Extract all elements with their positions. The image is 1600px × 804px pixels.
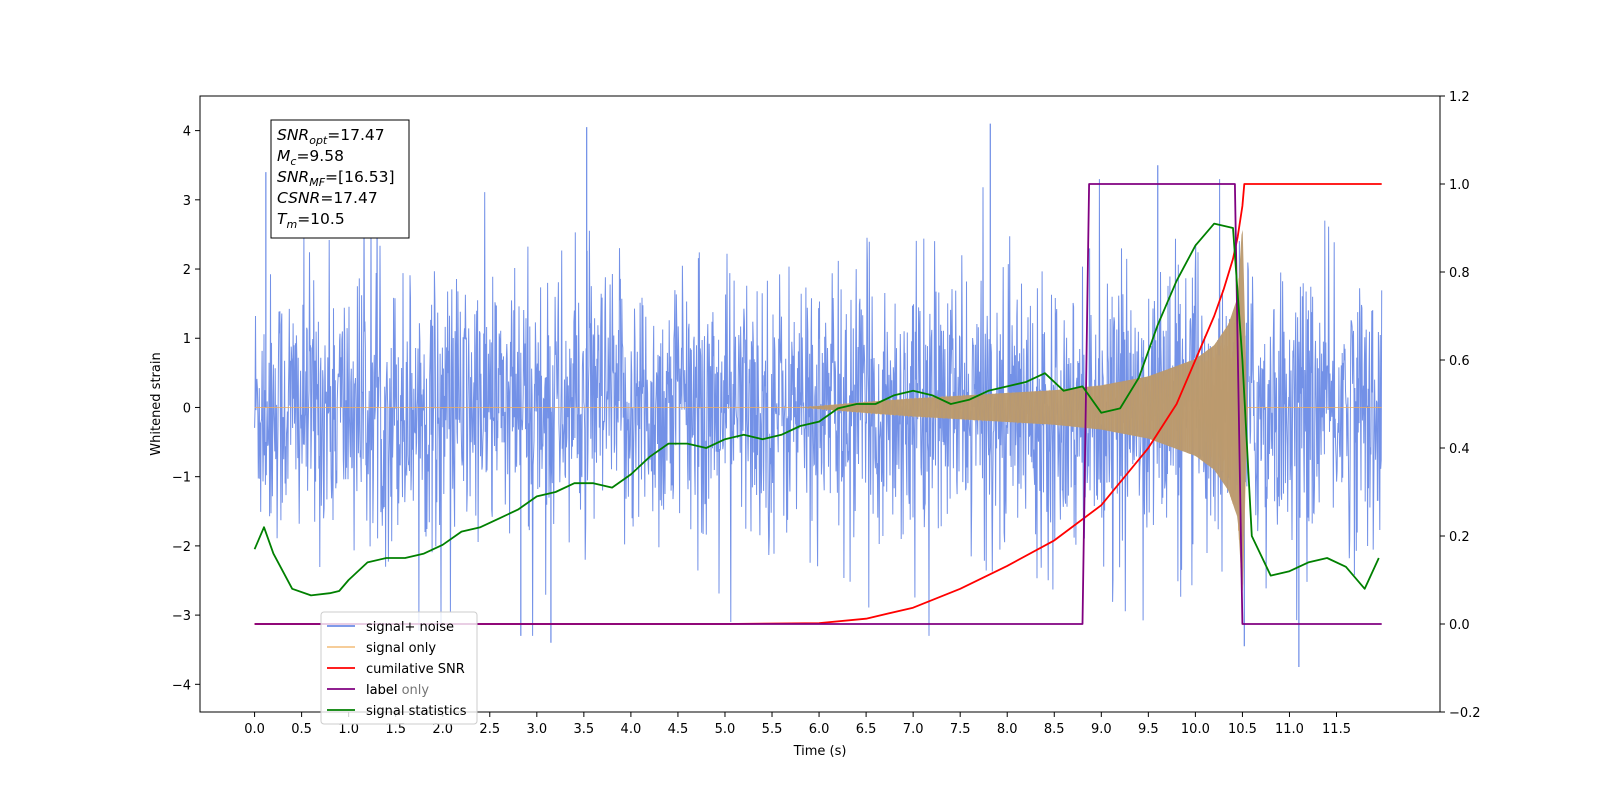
legend-label: label bbox=[366, 683, 397, 698]
legend-frame bbox=[320, 611, 478, 725]
x-tick-label: 1.0 bbox=[338, 722, 359, 737]
stats-line: Mc=9.58 bbox=[277, 147, 344, 168]
y2-tick-label: 0.0 bbox=[1449, 618, 1470, 633]
y2-tick-label: 0.8 bbox=[1449, 266, 1470, 281]
x-tick-label: 9.5 bbox=[1138, 722, 1159, 737]
y-tick-label: 4 bbox=[183, 125, 191, 140]
x-tick-label: 0.5 bbox=[291, 722, 312, 737]
signal-envelope-fill bbox=[800, 229, 1248, 585]
y-tick-label: −4 bbox=[172, 678, 191, 693]
y-axis-left: −4 −3 −2 −1 0 1 2 3 4 bbox=[172, 125, 200, 693]
y-tick-label: 3 bbox=[183, 194, 191, 209]
x-tick-label: 10.5 bbox=[1228, 722, 1257, 737]
y2-tick-label: 1.2 bbox=[1449, 90, 1470, 105]
stats-line: CSNR=17.47 bbox=[277, 189, 378, 207]
plot-frame bbox=[199, 95, 1441, 713]
legend-label: signal+ noise bbox=[366, 620, 454, 635]
x-tick-label: 1.5 bbox=[385, 722, 406, 737]
x-tick-label: 8.5 bbox=[1044, 722, 1065, 737]
stats-box-frame bbox=[270, 119, 410, 239]
x-tick-label: 11.5 bbox=[1322, 722, 1351, 737]
x-tick-label: 7.5 bbox=[950, 722, 971, 737]
legend-label: cumilative SNR bbox=[366, 662, 465, 677]
x-tick-label: 3.0 bbox=[526, 722, 547, 737]
y-tick-label: −3 bbox=[172, 609, 191, 624]
y-tick-label: −2 bbox=[172, 540, 191, 555]
legend-label-ghost: label only bbox=[366, 683, 429, 698]
signal-layer bbox=[254, 229, 1382, 591]
x-axis-label: Time (s) bbox=[793, 744, 847, 759]
y-axis-right: −0.2 0.0 0.2 0.4 0.6 0.8 1.0 1.2 bbox=[1440, 90, 1481, 721]
y-axis-label: Whitened strain bbox=[149, 352, 164, 455]
legend-label: signal statistics bbox=[366, 704, 467, 719]
y-tick-label: 1 bbox=[183, 332, 191, 347]
stats-line: SNRMF=[16.53] bbox=[277, 168, 395, 189]
x-tick-label: 10.0 bbox=[1181, 722, 1210, 737]
stats-box: SNRopt=17.47Mc=9.58SNRMF=[16.53]CSNR=17.… bbox=[270, 119, 410, 239]
series-label bbox=[254, 183, 1382, 625]
x-tick-label: 2.5 bbox=[479, 722, 500, 737]
x-tick-label: 11.0 bbox=[1275, 722, 1304, 737]
x-tick-label: 9.0 bbox=[1091, 722, 1112, 737]
y2-tick-label: 1.0 bbox=[1449, 178, 1470, 193]
x-tick-label: 6.0 bbox=[809, 722, 830, 737]
y2-tick-label: 0.4 bbox=[1449, 442, 1470, 457]
y2-tick-label: −0.2 bbox=[1449, 706, 1481, 721]
lines-layer bbox=[253, 183, 1382, 625]
stats-line: SNRopt=17.47 bbox=[277, 126, 385, 147]
x-tick-label: 8.0 bbox=[997, 722, 1018, 737]
x-tick-label: 0.0 bbox=[244, 722, 265, 737]
series-signal-statistics bbox=[253, 222, 1380, 597]
y-tick-label: 2 bbox=[183, 263, 191, 278]
y2-tick-label: 0.2 bbox=[1449, 530, 1470, 545]
x-tick-label: 7.0 bbox=[903, 722, 924, 737]
legend: signal+ noise signal only cumilative SNR la… bbox=[320, 611, 478, 725]
x-tick-label: 6.5 bbox=[856, 722, 877, 737]
y-tick-label: −1 bbox=[172, 471, 191, 486]
x-tick-label: 2.0 bbox=[432, 722, 453, 737]
x-tick-label: 5.5 bbox=[762, 722, 783, 737]
x-tick-label: 3.5 bbox=[574, 722, 595, 737]
legend-label: signal only bbox=[366, 641, 436, 656]
stats-line: Tm=10.5 bbox=[277, 210, 345, 231]
y-tick-label: 0 bbox=[183, 401, 191, 416]
series-cumilative-snr bbox=[254, 183, 1382, 625]
x-tick-label: 4.0 bbox=[621, 722, 642, 737]
x-tick-label: 4.5 bbox=[668, 722, 689, 737]
y2-tick-label: 0.6 bbox=[1449, 354, 1470, 369]
x-tick-label: 5.0 bbox=[715, 722, 736, 737]
